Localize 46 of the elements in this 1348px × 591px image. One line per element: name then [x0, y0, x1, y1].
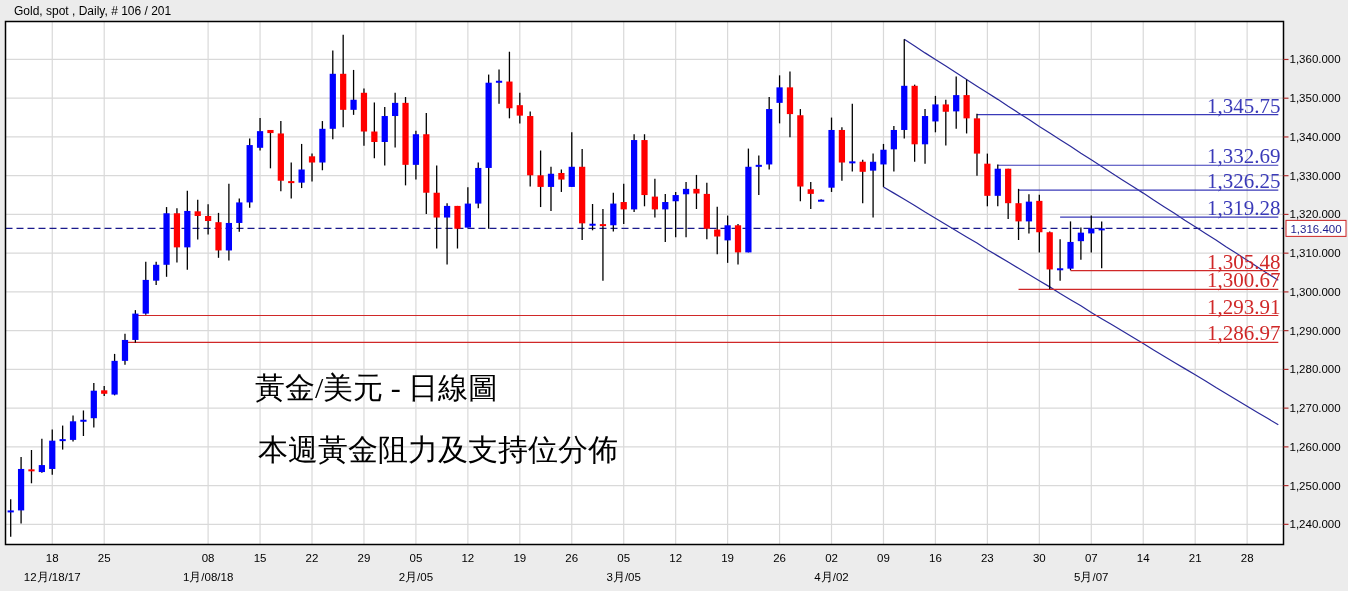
series-label: 1,319.28	[1207, 196, 1281, 221]
x-tick-label: 19	[721, 552, 735, 564]
y-tick-label: 1,240.000	[1289, 518, 1341, 531]
y-tick-label: 1,270.000	[1289, 402, 1341, 415]
y-tick-label: 1,250.000	[1289, 479, 1341, 492]
y-tick-label: 1,260.000	[1289, 440, 1341, 453]
x-tick-label: 15	[253, 552, 267, 564]
x-tick-label: 26	[565, 552, 579, 564]
x-tick-label: 18 12月/18/17	[23, 552, 81, 583]
x-tick-label: 25	[97, 552, 111, 564]
x-tick-label: 29	[357, 552, 371, 564]
annotation: 本週黃金阻力及支持位分佈	[258, 433, 618, 466]
y-tick-label: 1,330.000	[1289, 169, 1341, 182]
y-tick-label: 1,350.000	[1289, 92, 1341, 105]
x-tick-label: 02 4月/02	[814, 552, 849, 583]
series-label: 1,326.25	[1207, 169, 1281, 194]
y-tick-label: 1,290.000	[1289, 324, 1341, 337]
x-tick-label: 07 5月/07	[1074, 552, 1109, 583]
x-tick-label: 12	[669, 552, 683, 564]
y-tick-label: 1,280.000	[1289, 363, 1341, 376]
x-tick-label: 19	[513, 552, 527, 564]
x-tick-label: 14	[1136, 552, 1151, 564]
x-tick-label: 28	[1240, 552, 1254, 564]
y-tick-label: 1,360.000	[1289, 53, 1341, 66]
series-label: 1,332.69	[1207, 144, 1281, 169]
y-tick-label: 1,300.000	[1289, 285, 1341, 298]
x-tick-label: 09	[877, 552, 890, 564]
x-tick-label: 26	[773, 552, 786, 564]
series-label: 1,286.97	[1207, 321, 1281, 346]
annotation: 黃金/美元 - 日線圖	[255, 371, 499, 404]
x-tick-label: 05 2月/05	[398, 552, 434, 583]
x-tick-label: 12	[461, 552, 475, 564]
x-tick-label: 08 1月/08/18	[182, 552, 234, 583]
y-tick-label: 1,340.000	[1289, 130, 1341, 143]
x-tick-label: 16	[929, 552, 942, 564]
series-label: 1,345.75	[1207, 93, 1281, 118]
x-tick-label: 23	[980, 552, 994, 564]
y-tick-label: 1,320.000	[1289, 208, 1341, 221]
series-label: 1,293.91	[1207, 294, 1281, 319]
x-tick-label: 22	[305, 552, 319, 564]
y-tick-label: 1,310.000	[1289, 247, 1341, 260]
ref-line-label: 1,316.400	[1290, 222, 1342, 235]
x-tick-label: 05 3月/05	[606, 552, 641, 583]
x-tick-label: 21	[1188, 552, 1202, 564]
chart-title: Gold, spot , Daily, # 106 / 201	[14, 4, 172, 18]
x-tick-label: 30	[1032, 552, 1046, 564]
